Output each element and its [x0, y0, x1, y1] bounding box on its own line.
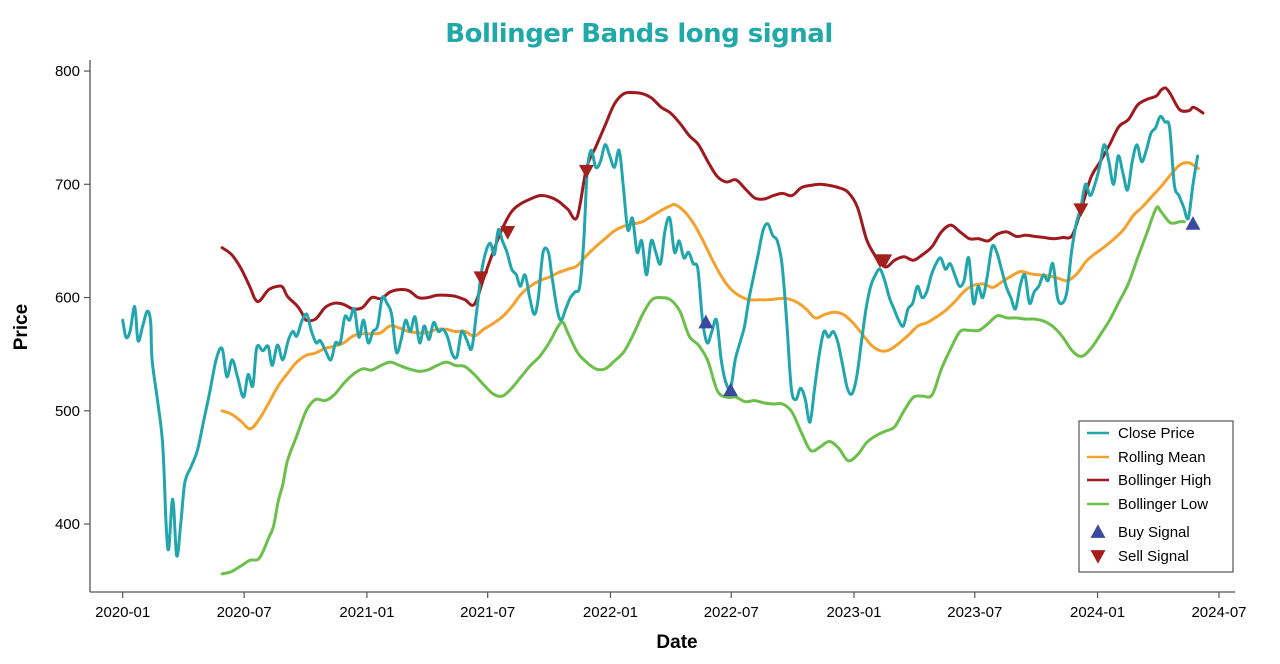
x-tick-label: 2020-01	[95, 604, 150, 621]
x-tick-label: 2024-07	[1191, 604, 1246, 621]
y-tick-label: 500	[55, 403, 80, 420]
sell-signal-marker	[1073, 203, 1089, 218]
legend-box	[1078, 420, 1234, 573]
legend-label-close-price: Close Price	[1118, 425, 1195, 442]
x-tick-label: 2020-07	[217, 604, 272, 621]
x-tick-label: 2023-01	[826, 604, 881, 621]
y-tick-label: 700	[55, 176, 80, 193]
bollinger-high-line	[220, 86, 1205, 323]
y-tick-label: 800	[55, 63, 80, 80]
legend-swatch-buy-signal	[1090, 524, 1106, 538]
chart-title: Bollinger Bands long signal	[445, 19, 832, 49]
plot-area: 400 500 600 700 800 2020-01 2020-07 2021-01 2021…	[55, 60, 1247, 621]
close-price-line	[121, 114, 1200, 558]
y-axis-label: Price	[11, 304, 32, 350]
legend-swatch-sell-signal	[1090, 550, 1106, 564]
legend-label-bollinger-high: Bollinger High	[1118, 472, 1211, 489]
buy-signal-marker	[698, 314, 714, 329]
sell-signal-marker	[877, 254, 893, 268]
bollinger-low-line	[220, 205, 1186, 576]
y-tick-label: 400	[55, 516, 80, 533]
legend-label-bollinger-low: Bollinger Low	[1118, 496, 1208, 513]
y-tick-label: 600	[55, 290, 80, 307]
legend-label-rolling-mean: Rolling Mean	[1118, 449, 1206, 466]
legend-label-buy-signal: Buy Signal	[1118, 524, 1190, 541]
x-tick-label: 2024-01	[1070, 604, 1125, 621]
x-axis-label: Date	[656, 632, 697, 653]
x-tick-label: 2022-07	[704, 604, 759, 621]
rolling-mean-line	[220, 161, 1200, 431]
sell-signal-marker	[578, 164, 594, 179]
x-tick-label: 2022-01	[583, 604, 638, 621]
x-tick-label: 2021-07	[460, 604, 515, 621]
legend: Close Price Rolling Mean Bollinger High Bol…	[1078, 420, 1234, 573]
buy-signal-marker	[723, 382, 739, 397]
sell-signal-marker	[500, 226, 516, 240]
sell-signal-marker	[473, 271, 489, 285]
legend-label-sell-signal: Sell Signal	[1118, 548, 1189, 565]
x-tick-label: 2021-01	[339, 604, 394, 621]
buy-signal-marker	[1185, 216, 1201, 230]
x-tick-label: 2023-07	[947, 604, 1002, 621]
